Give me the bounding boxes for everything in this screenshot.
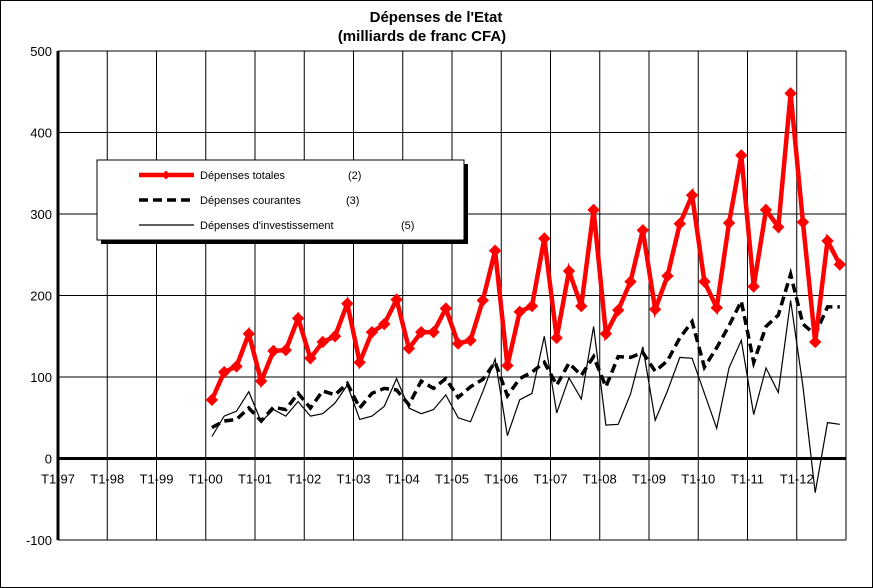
- data-point: [587, 203, 600, 217]
- data-point: [575, 299, 588, 313]
- data-point: [710, 301, 723, 314]
- chart-subtitle: (milliards de franc CFA): [338, 28, 506, 45]
- y-tick-label: 100: [30, 370, 52, 385]
- data-point: [550, 331, 563, 345]
- data-point: [698, 275, 711, 288]
- data-point: [685, 189, 699, 202]
- data-point: [661, 269, 674, 283]
- x-tick-label: T1-02: [287, 472, 321, 487]
- data-point: [562, 264, 576, 278]
- data-point: [464, 334, 477, 347]
- data-point: [218, 365, 231, 379]
- data-point: [612, 303, 625, 317]
- legend-label: Dépenses totales: [200, 170, 285, 182]
- data-point: [415, 325, 428, 339]
- data-point: [784, 87, 797, 100]
- data-point: [747, 280, 760, 293]
- legend-note: (3): [346, 195, 359, 207]
- x-tick-label: T1-06: [484, 472, 518, 487]
- data-point: [513, 305, 526, 319]
- data-point: [402, 342, 416, 355]
- series-line: [211, 300, 840, 493]
- data-point: [501, 359, 514, 372]
- data-point: [538, 232, 551, 245]
- chart-title: Dépenses de l'Etat: [370, 9, 503, 26]
- data-point: [759, 203, 773, 217]
- legend-label: Dépenses courantes: [200, 195, 301, 207]
- plot-area: -1000100200300400500T1-97T1-98T1-99T1-00…: [26, 44, 847, 548]
- y-tick-label: 300: [30, 207, 52, 222]
- data-point: [525, 299, 539, 313]
- data-point: [821, 234, 834, 248]
- data-point: [341, 297, 354, 310]
- data-point: [809, 335, 822, 349]
- data-point: [772, 220, 785, 234]
- x-tick-label: T1-05: [435, 472, 469, 487]
- series-line: [211, 267, 840, 430]
- data-point: [267, 344, 280, 358]
- data-point: [451, 337, 465, 350]
- data-point: [439, 302, 453, 315]
- legend-label: Dépenses d'investissement: [200, 220, 334, 232]
- data-point: [722, 216, 736, 230]
- data-point: [291, 312, 305, 325]
- y-tick-label: 500: [30, 44, 52, 59]
- data-point: [427, 325, 440, 339]
- data-point: [353, 356, 366, 369]
- data-point: [673, 217, 686, 230]
- data-point: [476, 294, 489, 307]
- data-point: [328, 330, 342, 343]
- data-point: [304, 352, 317, 365]
- data-point: [242, 327, 256, 341]
- legend-note: (2): [348, 170, 361, 182]
- data-point: [378, 317, 391, 331]
- legend-marker: [161, 170, 171, 180]
- data-point: [279, 343, 292, 357]
- data-point: [796, 215, 810, 229]
- data-point: [624, 275, 637, 288]
- data-point: [390, 293, 403, 306]
- data-point: [365, 325, 379, 339]
- data-point: [205, 393, 219, 407]
- x-tick-label: T1-10: [681, 472, 715, 487]
- y-tick-label: 200: [30, 289, 52, 304]
- y-tick-label: -100: [26, 533, 52, 548]
- data-point: [599, 327, 613, 341]
- x-tick-label: T1-11: [731, 472, 764, 487]
- x-tick-label: T1-08: [583, 472, 617, 487]
- x-tick-label: T1-12: [780, 472, 814, 487]
- data-point: [230, 360, 243, 373]
- data-point: [735, 149, 748, 162]
- data-point: [316, 335, 329, 349]
- data-point: [254, 374, 268, 388]
- data-point: [636, 224, 650, 237]
- data-point: [833, 258, 847, 271]
- y-tick-label: 400: [30, 126, 52, 141]
- x-tick-label: T1-07: [534, 472, 568, 487]
- x-tick-label: T1-01: [238, 472, 272, 487]
- x-tick-label: T1-98: [90, 472, 124, 487]
- x-tick-label: T1-04: [386, 472, 420, 487]
- legend-note: (5): [401, 220, 414, 232]
- x-tick-label: T1-00: [189, 472, 223, 487]
- x-tick-label: T1-09: [632, 472, 666, 487]
- data-point: [648, 303, 662, 316]
- x-tick-label: T1-99: [140, 472, 174, 487]
- x-tick-label: T1-03: [337, 472, 371, 487]
- data-point: [488, 244, 502, 257]
- series-line: [209, 93, 842, 401]
- y-tick-label: 0: [45, 452, 52, 467]
